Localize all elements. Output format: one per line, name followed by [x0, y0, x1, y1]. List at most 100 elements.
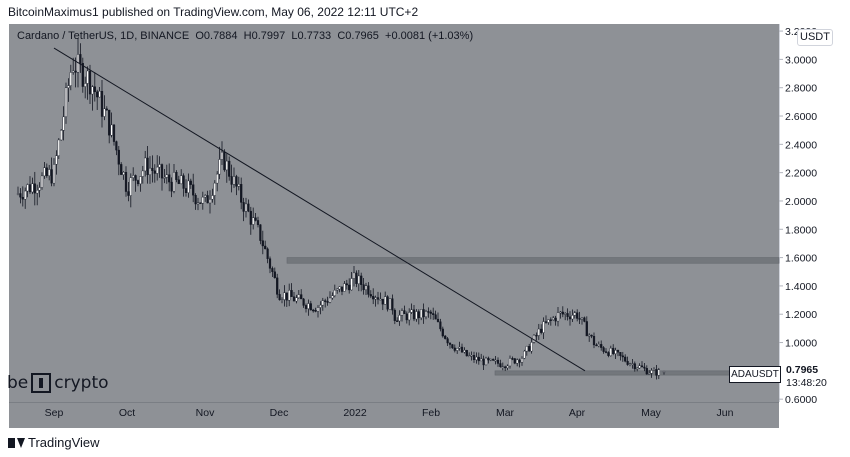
price-chart[interactable]: 3.20003.00002.80002.60002.40002.20002.00… [9, 24, 841, 428]
symbol-label-tag: ADAUSDT [729, 366, 781, 383]
candle-body [470, 355, 473, 357]
candle-body [192, 184, 195, 196]
y-tick-label: 1.0000 [785, 338, 817, 350]
candle-body [516, 359, 519, 364]
candle-body [542, 321, 545, 333]
candle-body [633, 363, 636, 370]
candle-body [129, 177, 132, 196]
chart-area[interactable]: 3.20003.00002.80002.60002.40002.20002.00… [7, 24, 841, 428]
candle-body [216, 173, 219, 184]
candle-body [220, 151, 224, 160]
price-axis-background [779, 24, 841, 428]
candle-body [451, 344, 454, 349]
candle-body [268, 258, 272, 269]
candle-body [64, 87, 68, 118]
candle-body [26, 184, 29, 192]
candle-body [393, 309, 396, 321]
change-value: +0.0081 (+1.03%) [385, 30, 474, 42]
candle-body [69, 72, 72, 86]
candle-body [213, 182, 216, 196]
candle-body [218, 159, 221, 175]
candle-body [225, 160, 228, 171]
candle-body [638, 365, 641, 369]
y-tick-label: 2.8000 [785, 83, 817, 95]
top-bar: BitcoinMaximus1 published on TradingView… [0, 0, 850, 24]
candle-body [252, 217, 255, 225]
candle-body [554, 317, 557, 322]
tradingview-logo[interactable]: TradingView [8, 435, 100, 450]
candle-body [475, 356, 478, 361]
candle-body [364, 285, 368, 291]
candle-body [468, 355, 471, 358]
becrypto-watermark: be crypto [7, 373, 109, 393]
candle-body [573, 312, 576, 316]
candle-body [645, 368, 648, 375]
candle-body [384, 296, 387, 305]
candle-body [182, 175, 185, 189]
candle-body [175, 172, 178, 180]
y-tick-label: 1.2000 [785, 309, 817, 321]
candle-body [321, 300, 324, 306]
candle-body [139, 176, 142, 185]
candle-body [21, 196, 24, 200]
candle-body [588, 334, 591, 337]
candle-body [429, 311, 432, 314]
candle-body [151, 167, 154, 171]
time-axis-background [9, 402, 779, 428]
candle-body [424, 311, 428, 318]
candle-body [256, 220, 260, 225]
candle-body [472, 355, 476, 361]
candle-body [448, 342, 452, 345]
candle-body [604, 351, 608, 353]
candle-body [504, 366, 507, 369]
candle-body [525, 346, 528, 352]
footer: TradingView [0, 428, 850, 457]
candle-body [211, 195, 214, 200]
x-tick-label: Jun [717, 407, 734, 419]
candle-body [547, 319, 550, 323]
candle-body [597, 344, 600, 347]
tradingview-logo-icon [8, 437, 25, 448]
candle-body [580, 317, 584, 320]
candle-body [427, 311, 430, 313]
candle-body [501, 366, 504, 368]
currency-button[interactable]: USDT [797, 29, 833, 46]
candle-body [434, 314, 437, 320]
candle-body [204, 195, 207, 198]
low-key: L [291, 30, 298, 42]
candle-body [482, 358, 485, 366]
candle-body [489, 358, 492, 361]
candle-body [511, 358, 514, 360]
candle-body [636, 367, 639, 370]
candle-body [552, 317, 555, 320]
candle-body [240, 184, 243, 203]
candle-body [650, 370, 653, 374]
candle-body [453, 347, 456, 351]
candle-body [379, 298, 382, 301]
candle-body [559, 311, 562, 314]
candle-body [172, 172, 176, 192]
candle-body [331, 295, 334, 299]
candle-body [360, 275, 363, 285]
candle-body [189, 180, 192, 185]
candle-body [290, 290, 293, 297]
candle-body [170, 181, 173, 192]
candle-body [499, 363, 502, 368]
candle-body [612, 347, 615, 354]
candle-body [465, 350, 468, 357]
candle-body [592, 335, 596, 346]
candle-body [206, 195, 209, 204]
candle-body [621, 355, 624, 358]
candle-body [304, 305, 308, 309]
candle-body [523, 350, 526, 359]
candle-body [386, 296, 389, 310]
candle-body [148, 167, 152, 176]
candle-body [244, 203, 248, 212]
candle-body [456, 348, 459, 351]
y-tick-label: 0.6000 [785, 394, 817, 406]
candle-body [422, 309, 425, 318]
candle-body [600, 344, 603, 348]
candle-body [513, 358, 516, 364]
candle-body [528, 346, 531, 352]
candle-body [410, 309, 413, 313]
